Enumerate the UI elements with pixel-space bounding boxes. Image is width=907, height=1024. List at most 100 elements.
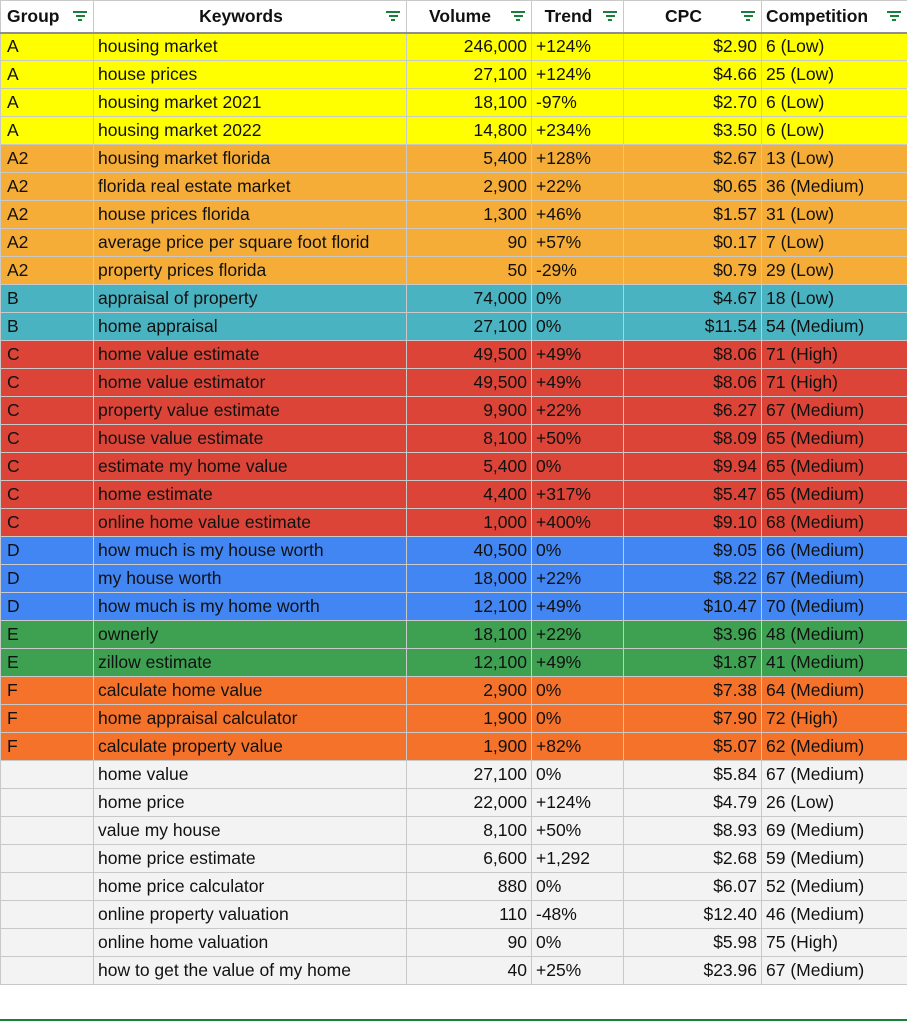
cell-trend[interactable]: 0%: [531, 676, 624, 705]
cell-volume[interactable]: 18,100: [406, 620, 532, 649]
cell-cpc[interactable]: $4.79: [623, 788, 762, 817]
cell-cpc[interactable]: $8.06: [623, 340, 762, 369]
cell-trend[interactable]: +124%: [531, 60, 624, 89]
cell-cpc[interactable]: $6.27: [623, 396, 762, 425]
cell-trend[interactable]: +49%: [531, 648, 624, 677]
cell-group[interactable]: F: [0, 676, 94, 705]
cell-competition[interactable]: 26 (Low): [761, 788, 907, 817]
cell-trend[interactable]: +46%: [531, 200, 624, 229]
cell-volume[interactable]: 12,100: [406, 648, 532, 677]
cell-group[interactable]: A2: [0, 228, 94, 257]
cell-group[interactable]: A2: [0, 200, 94, 229]
cell-volume[interactable]: 49,500: [406, 340, 532, 369]
cell-trend[interactable]: +50%: [531, 816, 624, 845]
cell-keyword[interactable]: how much is my house worth: [93, 536, 407, 565]
cell-competition[interactable]: 70 (Medium): [761, 592, 907, 621]
cell-volume[interactable]: 880: [406, 872, 532, 901]
cell-keyword[interactable]: online home value estimate: [93, 508, 407, 537]
filter-icon[interactable]: [386, 11, 400, 23]
cell-competition[interactable]: 67 (Medium): [761, 564, 907, 593]
cell-trend[interactable]: +1,292: [531, 844, 624, 873]
cell-keyword[interactable]: home appraisal calculator: [93, 704, 407, 733]
cell-volume[interactable]: 90: [406, 228, 532, 257]
cell-volume[interactable]: 4,400: [406, 480, 532, 509]
filter-icon[interactable]: [73, 11, 87, 23]
cell-competition[interactable]: 36 (Medium): [761, 172, 907, 201]
cell-competition[interactable]: 68 (Medium): [761, 508, 907, 537]
cell-group[interactable]: C: [0, 508, 94, 537]
cell-group[interactable]: A: [0, 116, 94, 145]
cell-competition[interactable]: 64 (Medium): [761, 676, 907, 705]
cell-group[interactable]: B: [0, 284, 94, 313]
cell-cpc[interactable]: $5.98: [623, 928, 762, 957]
cell-group[interactable]: [0, 872, 94, 901]
cell-group[interactable]: A: [0, 60, 94, 89]
cell-keyword[interactable]: estimate my home value: [93, 452, 407, 481]
cell-group[interactable]: [0, 956, 94, 985]
cell-volume[interactable]: 18,100: [406, 88, 532, 117]
cell-competition[interactable]: 6 (Low): [761, 32, 907, 61]
cell-keyword[interactable]: home value estimate: [93, 340, 407, 369]
cell-volume[interactable]: 6,600: [406, 844, 532, 873]
cell-competition[interactable]: 52 (Medium): [761, 872, 907, 901]
cell-trend[interactable]: +82%: [531, 732, 624, 761]
cell-keyword[interactable]: ownerly: [93, 620, 407, 649]
cell-cpc[interactable]: $9.10: [623, 508, 762, 537]
filter-icon[interactable]: [887, 11, 901, 23]
cell-volume[interactable]: 8,100: [406, 816, 532, 845]
cell-volume[interactable]: 9,900: [406, 396, 532, 425]
cell-keyword[interactable]: appraisal of property: [93, 284, 407, 313]
cell-cpc[interactable]: $2.67: [623, 144, 762, 173]
cell-competition[interactable]: 67 (Medium): [761, 396, 907, 425]
cell-cpc[interactable]: $10.47: [623, 592, 762, 621]
cell-volume[interactable]: 246,000: [406, 32, 532, 61]
cell-trend[interactable]: +22%: [531, 172, 624, 201]
cell-cpc[interactable]: $9.94: [623, 452, 762, 481]
cell-competition[interactable]: 67 (Medium): [761, 760, 907, 789]
cell-group[interactable]: A2: [0, 172, 94, 201]
cell-competition[interactable]: 75 (High): [761, 928, 907, 957]
cell-cpc[interactable]: $0.65: [623, 172, 762, 201]
cell-keyword[interactable]: house value estimate: [93, 424, 407, 453]
cell-competition[interactable]: 18 (Low): [761, 284, 907, 313]
cell-keyword[interactable]: housing market 2022: [93, 116, 407, 145]
cell-cpc[interactable]: $8.06: [623, 368, 762, 397]
cell-competition[interactable]: 48 (Medium): [761, 620, 907, 649]
cell-group[interactable]: [0, 900, 94, 929]
cell-group[interactable]: C: [0, 340, 94, 369]
cell-keyword[interactable]: property value estimate: [93, 396, 407, 425]
cell-cpc[interactable]: $11.54: [623, 312, 762, 341]
cell-group[interactable]: C: [0, 452, 94, 481]
cell-cpc[interactable]: $3.96: [623, 620, 762, 649]
cell-trend[interactable]: +50%: [531, 424, 624, 453]
cell-volume[interactable]: 1,900: [406, 704, 532, 733]
cell-competition[interactable]: 54 (Medium): [761, 312, 907, 341]
cell-keyword[interactable]: zillow estimate: [93, 648, 407, 677]
cell-volume[interactable]: 1,000: [406, 508, 532, 537]
cell-cpc[interactable]: $2.90: [623, 32, 762, 61]
cell-trend[interactable]: +22%: [531, 620, 624, 649]
cell-trend[interactable]: +124%: [531, 32, 624, 61]
cell-competition[interactable]: 7 (Low): [761, 228, 907, 257]
filter-icon[interactable]: [511, 11, 525, 23]
cell-keyword[interactable]: property prices florida: [93, 256, 407, 285]
cell-volume[interactable]: 40,500: [406, 536, 532, 565]
cell-keyword[interactable]: housing market florida: [93, 144, 407, 173]
cell-competition[interactable]: 65 (Medium): [761, 424, 907, 453]
cell-group[interactable]: D: [0, 592, 94, 621]
cell-competition[interactable]: 62 (Medium): [761, 732, 907, 761]
cell-trend[interactable]: 0%: [531, 872, 624, 901]
cell-competition[interactable]: 25 (Low): [761, 60, 907, 89]
cell-competition[interactable]: 66 (Medium): [761, 536, 907, 565]
cell-trend[interactable]: -97%: [531, 88, 624, 117]
cell-keyword[interactable]: florida real estate market: [93, 172, 407, 201]
cell-volume[interactable]: 12,100: [406, 592, 532, 621]
cell-keyword[interactable]: home price estimate: [93, 844, 407, 873]
cell-group[interactable]: A2: [0, 256, 94, 285]
cell-volume[interactable]: 40: [406, 956, 532, 985]
cell-cpc[interactable]: $0.79: [623, 256, 762, 285]
cell-keyword[interactable]: how to get the value of my home: [93, 956, 407, 985]
cell-group[interactable]: A: [0, 88, 94, 117]
cell-trend[interactable]: +400%: [531, 508, 624, 537]
cell-competition[interactable]: 41 (Medium): [761, 648, 907, 677]
